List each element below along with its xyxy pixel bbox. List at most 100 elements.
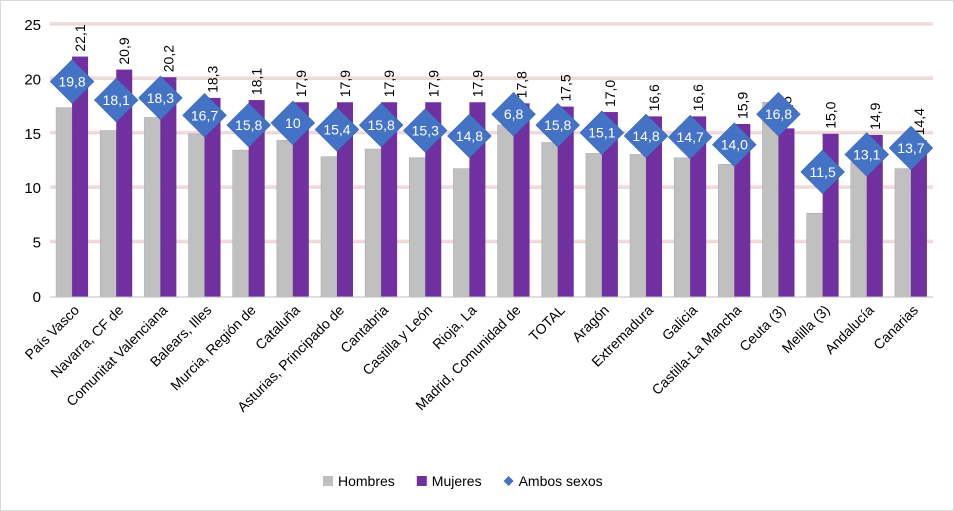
bar-mujeres bbox=[646, 116, 663, 297]
ambos-sexos-marker bbox=[314, 107, 360, 152]
bar-hombres bbox=[409, 157, 426, 298]
bar-hombres bbox=[99, 130, 117, 298]
bar-mujeres-label: 17,5 bbox=[558, 74, 574, 101]
ambos-sexos-label: 14,8 bbox=[632, 128, 659, 144]
ambos-sexos-marker bbox=[711, 122, 757, 168]
bar-hombres bbox=[188, 133, 205, 298]
bar-mujeres-label: 16,6 bbox=[690, 84, 706, 111]
ambos-sexos-marker bbox=[270, 100, 316, 146]
ambos-sexos-marker bbox=[579, 110, 625, 156]
bar-mujeres bbox=[248, 100, 265, 298]
bar-mujeres bbox=[910, 140, 927, 297]
y-tick-label: 25 bbox=[24, 17, 41, 34]
bar-hombres bbox=[55, 107, 73, 298]
ambos-sexos-marker bbox=[49, 59, 95, 104]
legend: Hombres Mujeres Ambos sexos bbox=[323, 473, 603, 489]
bar-mujeres bbox=[778, 128, 795, 297]
legend-swatch-mujeres bbox=[416, 476, 427, 486]
bar-mujeres bbox=[381, 102, 398, 297]
y-tick-label: 10 bbox=[24, 180, 41, 197]
ambos-sexos-marker bbox=[535, 102, 581, 148]
y-tick-label: 0 bbox=[33, 289, 41, 306]
ambos-sexos-label: 13,1 bbox=[853, 146, 880, 162]
bar-mujeres bbox=[690, 116, 707, 297]
bar-mujeres bbox=[734, 124, 751, 298]
ambos-sexos-label: 18,3 bbox=[147, 90, 174, 106]
bar-hombres bbox=[276, 140, 294, 298]
ambos-sexos-marker bbox=[623, 113, 669, 159]
ambos-sexos-marker bbox=[888, 125, 934, 171]
ambos-sexos-label: 18,1 bbox=[103, 92, 130, 108]
bar-mujeres-label: 15,9 bbox=[734, 92, 750, 119]
y-tick-label: 5 bbox=[33, 235, 41, 252]
ambos-sexos-marker bbox=[844, 132, 890, 177]
ambos-sexos-label: 14,8 bbox=[456, 128, 483, 144]
ambos-sexos-label: 14,7 bbox=[677, 129, 704, 145]
bar-hombres bbox=[718, 164, 735, 298]
bar-mujeres bbox=[866, 134, 883, 297]
bars: 22,1 20,9 20,2 18,3 18,1 17,9 17,9 17,9 17,9 17,9… bbox=[55, 24, 927, 298]
ambos-sexos-label: 13,7 bbox=[897, 140, 924, 156]
ambos-sexos-marker bbox=[447, 113, 492, 159]
bar-mujeres-label: 17,0 bbox=[602, 80, 618, 107]
ambos-sexos-marker bbox=[138, 75, 183, 121]
x-category-label: Andalucía bbox=[822, 302, 877, 357]
bar-mujeres-label: 15,0 bbox=[823, 101, 839, 128]
ambos-sexos-marker bbox=[182, 92, 227, 138]
bar-hombres bbox=[585, 153, 603, 298]
bar-mujeres bbox=[601, 112, 618, 297]
bar-hombres bbox=[850, 161, 868, 298]
legend-label: Mujeres bbox=[432, 473, 482, 489]
ambos-sexos-marker bbox=[402, 108, 448, 153]
bar-mujeres-label: 16,6 bbox=[646, 84, 662, 111]
ambos-sexos-marker bbox=[800, 149, 845, 195]
ambos-sexos-marker bbox=[491, 91, 536, 137]
bar-hombres bbox=[894, 168, 912, 298]
bar-hombres bbox=[497, 124, 514, 298]
ambos-sexos-marker bbox=[667, 114, 713, 160]
bar-mujeres bbox=[513, 103, 530, 297]
legend-label: Ambos sexos bbox=[519, 473, 603, 489]
x-category-label: Galicia bbox=[659, 302, 701, 344]
gridlines bbox=[50, 22, 933, 244]
ambos-sexos-label: 15,8 bbox=[368, 117, 395, 133]
y-tick-label: 20 bbox=[24, 71, 41, 88]
ambos-sexos-marker bbox=[226, 102, 272, 148]
y-tick-label: 15 bbox=[24, 126, 41, 143]
ambos-sexos-label: 15,4 bbox=[323, 121, 350, 137]
bar-mujeres-label: 17,9 bbox=[337, 70, 353, 97]
bar-mujeres-label: 17,8 bbox=[514, 71, 530, 98]
legend-swatch-hombres bbox=[323, 476, 333, 486]
bar-hombres bbox=[541, 142, 558, 298]
ambos-sexos-label: 14,0 bbox=[721, 137, 748, 153]
bar-hombres bbox=[144, 117, 161, 298]
bar-mujeres bbox=[336, 102, 353, 297]
ambos-sexos-label: 15,1 bbox=[588, 125, 615, 141]
bar-mujeres-label: 17,9 bbox=[381, 70, 397, 97]
x-category-label: TOTAL bbox=[526, 302, 568, 344]
ambos-sexos-label: 6,8 bbox=[504, 106, 524, 122]
ambos-sexos-markers: 19,8 18,1 18,3 16,7 15,8 10 15,4 15,8 15,3 14,8 6,… bbox=[49, 59, 934, 195]
bar-hombres bbox=[806, 212, 823, 298]
bar-mujeres bbox=[557, 106, 574, 297]
bar-mujeres-label: 18,3 bbox=[205, 65, 221, 92]
ambos-sexos-label: 11,5 bbox=[810, 164, 836, 180]
legend-swatch-ambos-sexos bbox=[503, 476, 514, 486]
ambos-sexos-label: 16,8 bbox=[765, 106, 792, 122]
y-axis: 0 5 10 15 20 25 bbox=[24, 17, 41, 306]
bar-mujeres bbox=[72, 56, 89, 297]
bar-mujeres-label: 17,9 bbox=[469, 70, 485, 97]
bar-mujeres-label: 18,1 bbox=[249, 68, 265, 95]
bar-hombres bbox=[320, 156, 338, 298]
ambos-sexos-label: 19,8 bbox=[58, 74, 85, 90]
bar-hombres bbox=[453, 168, 470, 298]
legend-label: Hombres bbox=[338, 473, 395, 489]
ambos-sexos-label: 16,7 bbox=[191, 107, 218, 123]
ambos-sexos-marker bbox=[93, 77, 139, 123]
ambos-sexos-marker bbox=[358, 102, 404, 148]
bar-hombres bbox=[232, 149, 249, 298]
bar-mujeres-label: 14,4 bbox=[911, 108, 927, 135]
bar-mujeres bbox=[204, 97, 221, 298]
bar-mujeres-label: 20,9 bbox=[116, 37, 132, 64]
